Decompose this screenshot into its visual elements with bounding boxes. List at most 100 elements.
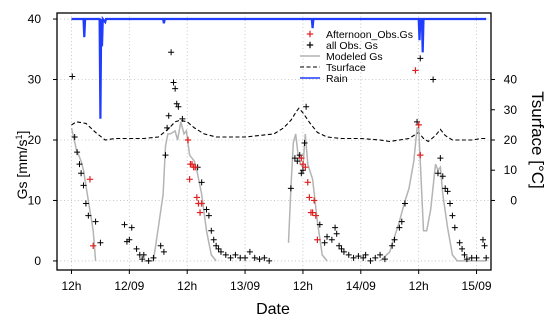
afternoon-obs-point xyxy=(417,151,424,159)
y-left-tick-label: 40 xyxy=(28,12,42,26)
y-left-tick-label: 0 xyxy=(34,254,41,268)
all-obs-point xyxy=(213,242,220,249)
all-obs-point xyxy=(145,257,152,264)
plot-frame xyxy=(56,12,492,271)
legend-label: Tsurface xyxy=(326,62,366,74)
all-obs-point xyxy=(481,242,488,249)
series-layer xyxy=(69,15,490,264)
all-obs-point xyxy=(377,251,384,258)
all-obs-point xyxy=(150,254,157,261)
all-obs-point xyxy=(473,254,480,261)
all-obs-point xyxy=(463,256,470,263)
all-obs-point xyxy=(381,256,388,263)
all-obs-point xyxy=(203,206,210,213)
afternoon-obs-point xyxy=(304,179,311,186)
all-obs-point xyxy=(479,236,486,243)
legend-label: Rain xyxy=(326,73,348,85)
axes: 12h 12/09 12h 13/09 12h 14/09 12h 15/09 0 10 20 30 4… xyxy=(28,12,518,293)
legend-key xyxy=(306,41,314,49)
all-obs-point xyxy=(301,140,308,147)
all-obs-point xyxy=(170,79,177,86)
all-obs-point xyxy=(391,236,398,243)
all-obs-point xyxy=(328,236,335,243)
y-left-tick-label: 10 xyxy=(28,193,42,207)
modeled-gs-line xyxy=(379,127,487,262)
all-obs-point xyxy=(80,182,87,189)
afternoon-obs-point xyxy=(89,242,97,250)
x-tick-label: 12h xyxy=(177,279,197,293)
x-tick-label: 12h xyxy=(61,279,81,293)
afternoon-obs-point xyxy=(306,194,313,201)
all-obs-point xyxy=(139,256,146,263)
all-obs-point xyxy=(74,149,81,156)
modeled-gs-line xyxy=(287,133,328,262)
x-tick-label: 14/09 xyxy=(346,279,376,293)
all-obs-point xyxy=(324,233,331,240)
y-right-tick-label: 10 xyxy=(504,163,518,177)
all-obs-point xyxy=(350,254,357,261)
all-obs-point xyxy=(215,245,222,252)
afternoon-obs-point xyxy=(314,236,321,243)
afternoon-obs-point xyxy=(193,194,201,201)
legend-key xyxy=(306,30,314,38)
all-obs-point xyxy=(332,224,339,231)
all-obs-point xyxy=(298,170,305,177)
all-obs-point xyxy=(461,251,468,258)
afternoon-obs-point xyxy=(415,121,422,129)
legend-marker xyxy=(306,30,314,38)
all-obs-point xyxy=(173,100,180,107)
x-tick-label: 12h xyxy=(409,279,429,293)
all-obs-point xyxy=(389,242,396,249)
afternoon-obs-point xyxy=(198,200,205,207)
all-obs-point xyxy=(92,218,99,225)
all-obs-point xyxy=(367,257,374,264)
grid xyxy=(57,13,491,270)
all-obs-point xyxy=(396,224,403,231)
all-obs-point xyxy=(333,230,340,237)
all-obs-point xyxy=(449,212,456,219)
all-obs-point xyxy=(222,251,229,258)
afternoon-obs-point xyxy=(184,136,192,144)
x-tick-label: 15/09 xyxy=(462,279,492,293)
y-right-tick-label: 30 xyxy=(504,103,518,117)
all-obs-point xyxy=(294,158,301,165)
all-obs-point xyxy=(205,212,212,219)
afternoon-obs-point xyxy=(86,176,94,183)
all-obs-point xyxy=(198,179,205,186)
all-obs-point xyxy=(321,239,328,246)
all-obs-point xyxy=(172,85,179,92)
rain-line xyxy=(71,15,487,119)
left-axis-title-superscript: 1 xyxy=(14,134,24,139)
all-obs-point xyxy=(430,76,437,83)
all-obs-point xyxy=(338,245,345,252)
left-axis-title: Gs [mm/s1] xyxy=(14,131,30,200)
all-obs-point xyxy=(97,239,104,246)
tsurface-line xyxy=(71,107,487,143)
all-obs-point xyxy=(456,239,463,246)
all-obs-point xyxy=(76,161,83,168)
left-axis-title-main: Gs [mm/s xyxy=(14,140,30,200)
afternoon-obs-point xyxy=(309,209,316,216)
y-right-tick-label: 0 xyxy=(510,193,517,207)
modeled-gs-line xyxy=(143,121,217,262)
all-obs-point xyxy=(256,256,263,263)
all-obs-series xyxy=(69,49,490,264)
all-obs-point xyxy=(133,245,140,252)
x-tick-label: 12h xyxy=(293,279,313,293)
all-obs-point xyxy=(444,188,451,195)
all-obs-point xyxy=(372,254,379,261)
all-obs-point xyxy=(336,242,343,249)
afternoon-obs-point xyxy=(196,209,204,216)
all-obs-point xyxy=(175,103,182,110)
all-obs-point xyxy=(227,254,234,261)
x-axis-title: Date xyxy=(256,301,290,318)
all-obs-point xyxy=(85,212,92,219)
all-obs-point xyxy=(208,227,215,234)
all-obs-point xyxy=(164,124,171,131)
legend-label: Modeled Gs xyxy=(326,51,383,63)
all-obs-point xyxy=(483,254,490,261)
afternoon-obs-series xyxy=(86,67,424,250)
